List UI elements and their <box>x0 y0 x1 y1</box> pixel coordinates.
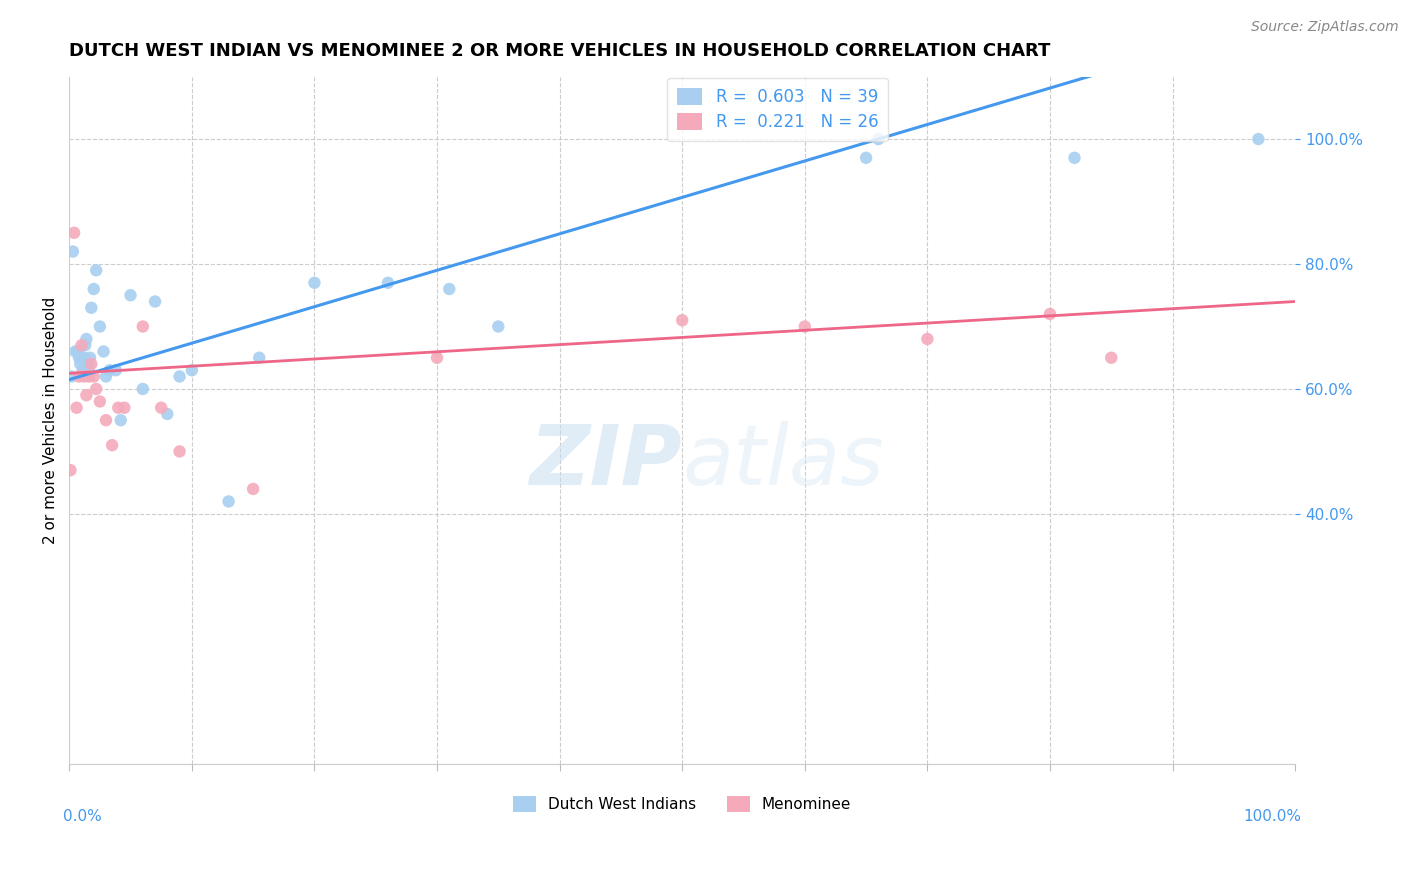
Text: ZIP: ZIP <box>530 421 682 502</box>
Point <box>104 363 127 377</box>
Point <box>486 319 509 334</box>
Text: atlas: atlas <box>682 421 884 502</box>
Point <box>79 351 101 365</box>
Point <box>70 338 93 352</box>
Point <box>84 263 107 277</box>
Point <box>67 369 90 384</box>
Point <box>60 369 83 384</box>
Point <box>75 338 97 352</box>
Point <box>72 363 94 377</box>
Text: 0.0%: 0.0% <box>63 808 101 823</box>
Point <box>83 282 105 296</box>
Point <box>107 401 129 415</box>
Point <box>66 344 89 359</box>
Y-axis label: 2 or more Vehicles in Household: 2 or more Vehicles in Household <box>44 296 58 544</box>
Legend: Dutch West Indians, Menominee: Dutch West Indians, Menominee <box>508 789 858 818</box>
Point <box>120 288 142 302</box>
Point <box>793 319 815 334</box>
Text: Source: ZipAtlas.com: Source: ZipAtlas.com <box>1251 20 1399 34</box>
Point <box>75 388 97 402</box>
Point <box>180 363 202 377</box>
Point <box>426 351 449 365</box>
Point <box>304 276 326 290</box>
Point <box>917 332 939 346</box>
Point <box>70 351 93 365</box>
Point <box>98 363 121 377</box>
Point <box>855 151 877 165</box>
Point <box>62 244 84 259</box>
Point <box>110 413 132 427</box>
Point <box>868 132 890 146</box>
Point <box>671 313 693 327</box>
Point <box>143 294 166 309</box>
Point <box>75 332 97 346</box>
Point <box>94 413 117 427</box>
Point <box>112 401 135 415</box>
Point <box>94 369 117 384</box>
Point <box>132 382 155 396</box>
Point <box>169 369 191 384</box>
Point <box>73 369 96 384</box>
Point <box>150 401 173 415</box>
Point <box>84 382 107 396</box>
Point <box>132 319 155 334</box>
Point <box>77 363 100 377</box>
Point <box>93 344 115 359</box>
Point <box>59 463 82 477</box>
Point <box>73 351 96 365</box>
Point <box>63 226 86 240</box>
Point <box>439 282 461 296</box>
Text: DUTCH WEST INDIAN VS MENOMINEE 2 OR MORE VEHICLES IN HOUSEHOLD CORRELATION CHART: DUTCH WEST INDIAN VS MENOMINEE 2 OR MORE… <box>69 42 1050 60</box>
Point <box>65 401 87 415</box>
Point <box>1247 132 1270 146</box>
Point <box>1039 307 1062 321</box>
Point <box>76 357 98 371</box>
Point <box>80 301 103 315</box>
Point <box>65 344 87 359</box>
Point <box>1063 151 1085 165</box>
Point <box>169 444 191 458</box>
Point <box>218 494 240 508</box>
Point <box>377 276 399 290</box>
Point <box>101 438 124 452</box>
Point <box>242 482 264 496</box>
Point <box>156 407 179 421</box>
Point <box>67 351 90 365</box>
Point <box>80 357 103 371</box>
Point <box>83 369 105 384</box>
Point <box>247 351 270 365</box>
Point <box>77 369 100 384</box>
Point <box>1099 351 1122 365</box>
Point <box>69 357 91 371</box>
Point <box>89 319 111 334</box>
Text: 100.0%: 100.0% <box>1243 808 1302 823</box>
Point <box>89 394 111 409</box>
